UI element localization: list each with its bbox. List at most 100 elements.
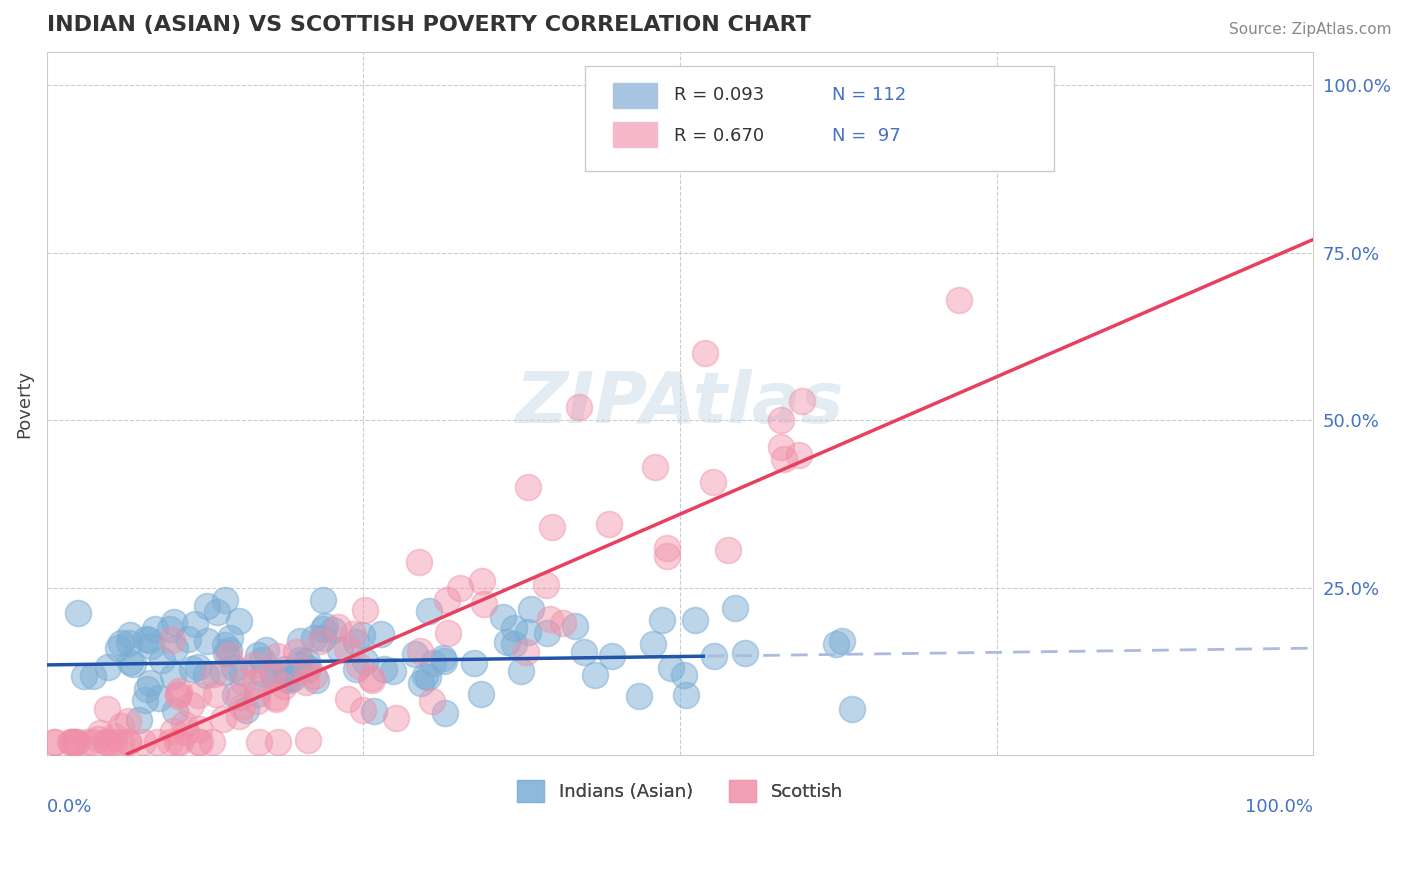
Legend: Indians (Asian), Scottish: Indians (Asian), Scottish <box>510 773 851 810</box>
Point <box>163 615 186 629</box>
Point <box>695 346 717 360</box>
Point <box>60 735 83 749</box>
Point <box>295 654 318 668</box>
Point <box>273 679 295 693</box>
Point <box>659 661 682 675</box>
Text: ZIPAtlas: ZIPAtlas <box>516 369 845 438</box>
Point <box>228 708 250 723</box>
Point <box>166 735 188 749</box>
Point <box>824 636 846 650</box>
Point <box>159 622 181 636</box>
Point <box>328 620 350 634</box>
Point <box>228 614 250 628</box>
Point <box>724 601 747 615</box>
Point <box>254 643 277 657</box>
Point <box>409 644 432 658</box>
Point <box>344 635 367 649</box>
Point <box>67 606 90 620</box>
Point <box>135 632 157 646</box>
Point <box>214 638 236 652</box>
Point <box>160 633 183 648</box>
Point <box>97 660 120 674</box>
Point <box>94 735 117 749</box>
Point <box>187 688 209 702</box>
Point <box>247 735 270 749</box>
Point <box>516 625 538 640</box>
Point <box>538 611 561 625</box>
Point <box>202 667 225 681</box>
Point <box>194 668 217 682</box>
Point <box>352 628 374 642</box>
Text: N = 112: N = 112 <box>832 87 907 104</box>
Y-axis label: Poverty: Poverty <box>15 369 32 438</box>
Point <box>312 622 335 636</box>
Point <box>564 619 586 633</box>
Point <box>841 702 863 716</box>
Point <box>790 393 813 408</box>
Point <box>305 673 328 687</box>
Point <box>212 712 235 726</box>
Point <box>187 735 209 749</box>
Point <box>568 400 591 414</box>
Point <box>183 617 205 632</box>
Point <box>128 713 150 727</box>
Point <box>773 451 796 466</box>
FancyBboxPatch shape <box>585 66 1053 171</box>
Point <box>224 688 246 702</box>
Point <box>347 659 370 673</box>
Text: Source: ZipAtlas.com: Source: ZipAtlas.com <box>1229 22 1392 37</box>
Point <box>141 639 163 653</box>
Point <box>134 693 156 707</box>
Point <box>787 448 810 462</box>
Point <box>211 665 233 679</box>
Point <box>572 645 595 659</box>
Point <box>717 542 740 557</box>
Point <box>65 735 87 749</box>
Point <box>103 735 125 749</box>
Point <box>472 597 495 611</box>
Point <box>117 735 139 749</box>
Point <box>107 641 129 656</box>
Point <box>218 643 240 657</box>
Point <box>322 623 344 637</box>
Point <box>167 684 190 698</box>
Point <box>146 735 169 749</box>
Point <box>370 627 392 641</box>
Point <box>187 722 209 736</box>
Point <box>285 645 308 659</box>
Point <box>948 293 970 307</box>
Point <box>496 635 519 649</box>
Point <box>385 711 408 725</box>
Point <box>433 654 456 668</box>
Point <box>103 730 125 744</box>
Text: R = 0.093: R = 0.093 <box>673 87 763 104</box>
Point <box>96 702 118 716</box>
Point <box>517 480 540 494</box>
Point <box>148 691 170 706</box>
Point <box>264 690 287 705</box>
Point <box>60 735 83 749</box>
Point <box>246 687 269 701</box>
Point <box>295 675 318 690</box>
Point <box>308 634 330 648</box>
Point <box>195 599 218 614</box>
Point <box>214 592 236 607</box>
Point <box>215 646 238 660</box>
Point <box>250 653 273 667</box>
Point <box>169 735 191 749</box>
Point <box>274 662 297 676</box>
Point <box>409 675 432 690</box>
Point <box>218 631 240 645</box>
Point <box>287 657 309 672</box>
Point <box>218 648 240 662</box>
Point <box>173 717 195 731</box>
Point <box>304 632 326 646</box>
Point <box>65 735 87 749</box>
Point <box>503 637 526 651</box>
Point <box>363 705 385 719</box>
FancyBboxPatch shape <box>613 122 657 147</box>
Point <box>373 662 395 676</box>
Point <box>437 625 460 640</box>
Point <box>503 621 526 635</box>
Point <box>312 593 335 607</box>
